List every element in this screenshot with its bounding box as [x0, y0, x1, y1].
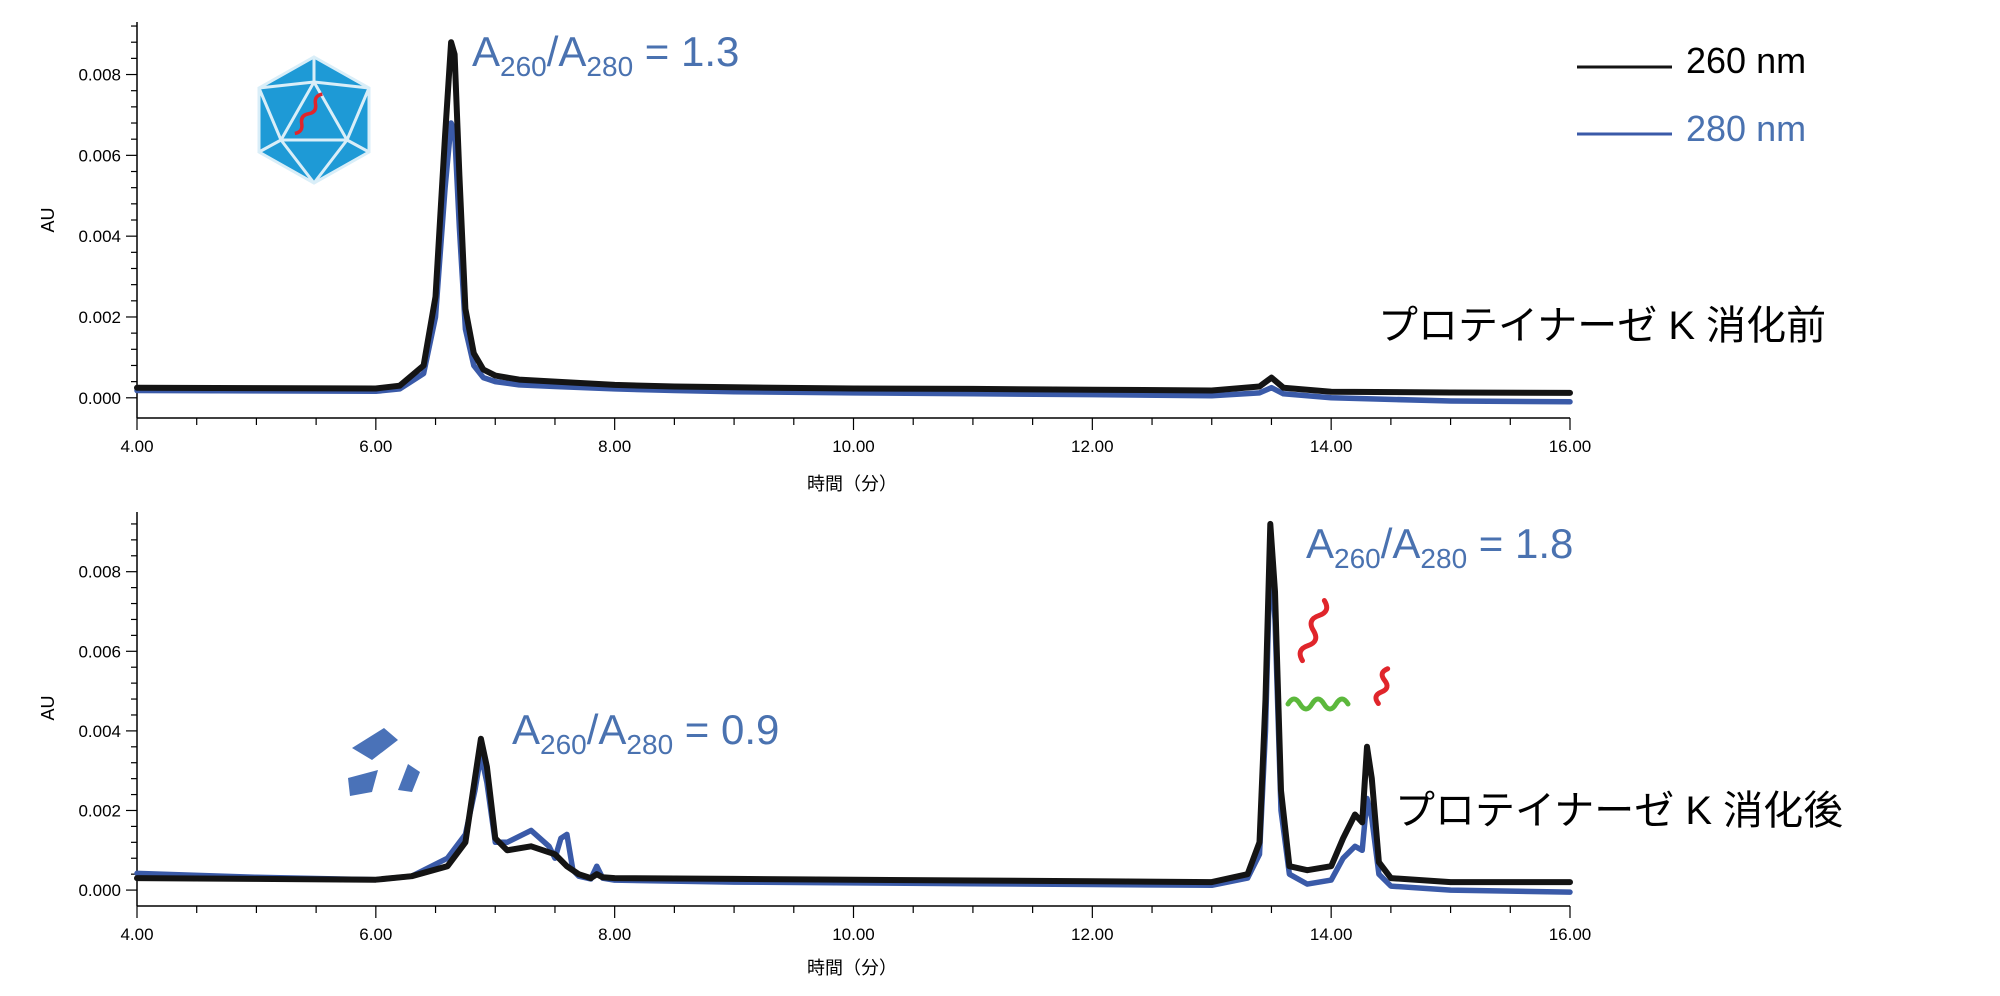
trace-280-nm: [134, 549, 1573, 895]
y-tick-label: 0.006: [78, 642, 121, 661]
x-tick-label: 4.00: [120, 925, 153, 944]
trace-260-nm: [134, 39, 1573, 396]
bottom-panel-x-axis-title: 時間（分）: [807, 958, 897, 978]
x-tick-label: 10.00: [832, 437, 875, 456]
bottom-ratio-label-early: A260/A280 = 0.9: [512, 706, 779, 760]
x-tick-label: 14.00: [1310, 437, 1353, 456]
x-tick-label: 12.00: [1071, 437, 1114, 456]
bottom-panel-axes: 4.00 6.00 8.00 10.00 12.00 14.00 16.00 0.000 0.0…: [78, 512, 1591, 944]
x-tick-label: 8.00: [598, 925, 631, 944]
top-panel: 4.00 6.00 8.00 10.00 12.00 14.00 16.00 0.000 0.0…: [38, 22, 1826, 494]
y-tick-label: 0.000: [78, 389, 121, 408]
bottom-panel: 4.00 6.00 8.00 10.00 12.00 14.00 16.00 0.000 0.0…: [38, 512, 1843, 978]
x-tick-label: 12.00: [1071, 925, 1114, 944]
legend-label-280: 280 nm: [1686, 108, 1806, 149]
legend-label-260: 260 nm: [1686, 40, 1806, 81]
x-tick-label: 8.00: [598, 437, 631, 456]
y-tick-label: 0.008: [78, 563, 121, 582]
top-panel-x-axis-title: 時間（分）: [807, 474, 897, 494]
dna-strand-icon: [1285, 696, 1351, 712]
trace-280-nm: [134, 120, 1573, 405]
bottom-panel-y-axis-title: AU: [38, 695, 58, 720]
bottom-panel-annotation: プロテイナーゼ K 消化後: [1395, 789, 1843, 833]
y-tick-label: 0.002: [78, 308, 121, 327]
y-tick-label: 0.000: [78, 881, 121, 900]
top-panel-traces: [134, 39, 1573, 405]
y-tick-label: 0.004: [78, 722, 121, 741]
x-tick-label: 16.00: [1549, 437, 1592, 456]
aav-capsid-icon: [257, 55, 371, 185]
x-tick-label: 14.00: [1310, 925, 1353, 944]
x-tick-label: 6.00: [359, 437, 392, 456]
top-panel-annotation: プロテイナーゼ K 消化前: [1378, 304, 1826, 348]
y-tick-label: 0.006: [78, 146, 121, 165]
top-panel-axes: 4.00 6.00 8.00 10.00 12.00 14.00 16.00 0.000 0.0…: [78, 22, 1591, 456]
bottom-ratio-label-late: A260/A280 = 1.8: [1306, 520, 1573, 574]
legend: 260 nm 280 nm: [1577, 40, 1806, 149]
y-tick-label: 0.002: [78, 801, 121, 820]
trace-260-nm: [134, 520, 1573, 886]
x-tick-label: 10.00: [832, 925, 875, 944]
x-tick-label: 4.00: [120, 437, 153, 456]
y-tick-label: 0.008: [78, 66, 121, 85]
y-tick-label: 0.004: [78, 227, 121, 246]
protein-fragment-icon: [348, 728, 420, 796]
rna-strand-icon: [1297, 598, 1391, 707]
top-ratio-label: A260/A280 = 1.3: [472, 28, 739, 82]
x-tick-label: 16.00: [1549, 925, 1592, 944]
top-panel-y-axis-title: AU: [38, 207, 58, 232]
bottom-panel-traces: [134, 520, 1573, 895]
x-tick-label: 6.00: [359, 925, 392, 944]
